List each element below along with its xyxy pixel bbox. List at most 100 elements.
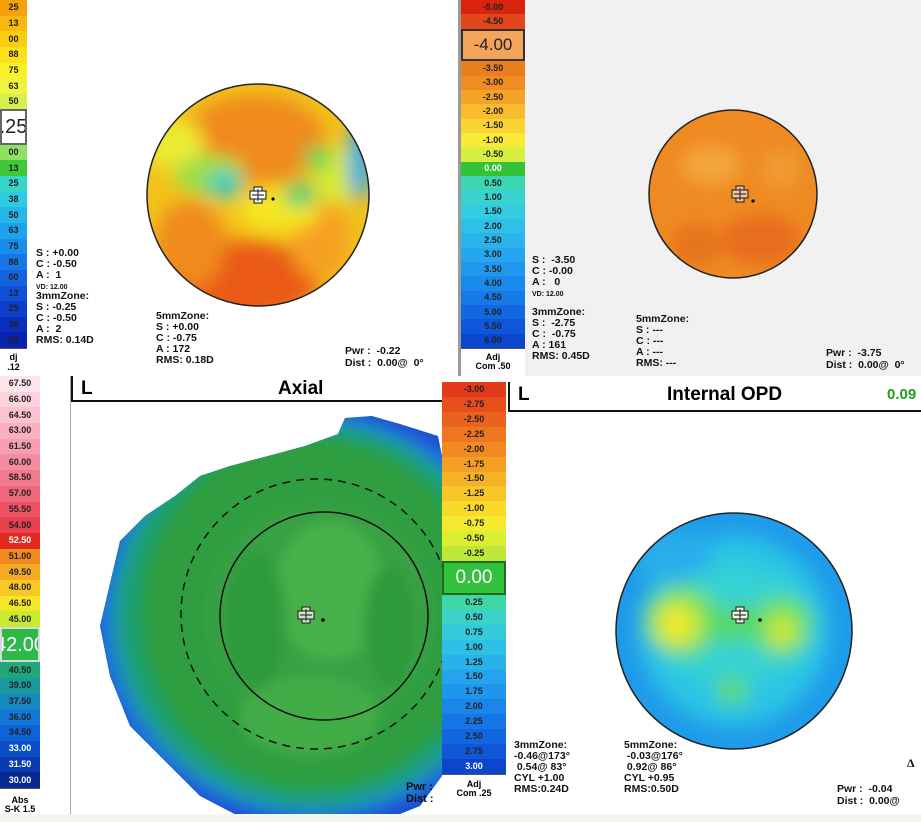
scale-cell: 33.00 bbox=[0, 740, 40, 757]
scale-footer: Adj Com .25 bbox=[442, 773, 506, 804]
zone-3mm-stats: 3mmZone: S : -0.25 C : -0.50 A : 2 RMS: … bbox=[36, 290, 94, 346]
scale-cell: -1.75 bbox=[442, 456, 506, 472]
scale-cell: 64.50 bbox=[0, 407, 40, 424]
color-scale-opd: -3.00 -2.75 -2.50 -2.25 -2.00 -1.75 -1.5… bbox=[442, 382, 506, 804]
scale-cell: 36.00 bbox=[0, 709, 40, 726]
scale-cell: 3.50 bbox=[461, 261, 525, 277]
scale-cell: 48.00 bbox=[0, 579, 40, 596]
panel-header: L Internal OPD 0.09 bbox=[510, 382, 921, 412]
zone-5mm-stats: 5mmZone: S : +0.00 C : -0.75 A : 172 RMS… bbox=[156, 310, 214, 366]
scale-footer-line: .12 bbox=[7, 361, 20, 372]
distance-readout: Dist : 0.00@ 0° bbox=[345, 357, 424, 369]
scale-cell: 37.50 bbox=[0, 693, 40, 710]
topography-map-top-right bbox=[648, 109, 818, 279]
power-readout: Pwr : -3.75 bbox=[826, 347, 882, 359]
panel-title: Internal OPD bbox=[667, 384, 783, 405]
center-crosshair-icon bbox=[731, 185, 749, 203]
scale-cell: -3.00 bbox=[442, 382, 506, 397]
scale-footer-line: S-K 1.5 bbox=[4, 804, 36, 815]
rms-value: 0.09 bbox=[887, 386, 917, 403]
scale-cell: -1.50 bbox=[461, 118, 525, 133]
scale-cell: 54.00 bbox=[0, 517, 40, 533]
scale-cell: 1.50 bbox=[461, 204, 525, 219]
scale-cell: 3.00 bbox=[442, 759, 506, 774]
scale-cell: 2.75 bbox=[442, 744, 506, 760]
scale-cell: 63 bbox=[0, 78, 27, 94]
scale-cell: 66.00 bbox=[0, 391, 40, 408]
axial-map-area: L Axial bbox=[70, 376, 442, 822]
vertex-distance: VD: 12.00 bbox=[36, 284, 68, 291]
scale-cell: 25 bbox=[0, 301, 27, 317]
scale-highlight: 0.00 bbox=[442, 561, 506, 595]
scale-cell: -0.50 bbox=[442, 531, 506, 547]
scale-footer: Adj Com .50 bbox=[461, 347, 525, 376]
distance-readout: Dist : 0.00@ 0° bbox=[826, 359, 905, 371]
scale-footer-line: Com .50 bbox=[475, 361, 511, 372]
scale-cell: 2.25 bbox=[442, 714, 506, 730]
panel-header: L Axial bbox=[71, 376, 442, 402]
scale-cell: 2.00 bbox=[442, 699, 506, 715]
scale-cell: 50 bbox=[0, 332, 27, 349]
scale-cell: 57.00 bbox=[0, 485, 40, 502]
zone-3mm-stats: 3mmZone: -0.46@173° 0.54@ 83° CYL +1.00 … bbox=[514, 739, 570, 795]
scale-cell: 45.00 bbox=[0, 611, 40, 627]
scale-cell: 60.00 bbox=[0, 454, 40, 471]
scale-cell: 4.00 bbox=[461, 276, 525, 291]
scale-cell: 1.75 bbox=[442, 684, 506, 700]
scale-footer-line: Abs bbox=[11, 794, 29, 805]
scale-cell: -4.50 bbox=[461, 14, 525, 29]
power-readout: Pwr : -0.04 bbox=[837, 783, 893, 795]
opd-header-area: L Internal OPD 0.09 bbox=[508, 382, 921, 412]
scale-cell: -2.50 bbox=[442, 411, 506, 427]
scale-cell: -0.50 bbox=[461, 147, 525, 162]
scale-cell: -3.50 bbox=[461, 61, 525, 76]
scale-highlight: 42.00 bbox=[0, 627, 40, 663]
scale-cell: 88 bbox=[0, 46, 27, 63]
scale-cell: 00 bbox=[0, 31, 27, 47]
scale-cell: -1.00 bbox=[442, 501, 506, 517]
zone-5mm-stats: 5mmZone: -0.03@176° 0.92@ 86° CYL +0.95 … bbox=[624, 739, 683, 795]
scale-cell: 25 bbox=[0, 176, 27, 192]
zone-5mm-stats: 5mmZone: S : --- C : --- A : --- RMS: --… bbox=[636, 313, 690, 369]
scale-cell: 38 bbox=[0, 316, 27, 333]
zone-3mm-stats: 3mmZone: S : -2.75 C : -0.75 A : 161 RMS… bbox=[532, 306, 590, 362]
color-scale-top-right: -5.00 -4.50 -4.00 -3.50 -3.00 -2.50 -2.0… bbox=[461, 0, 525, 376]
scale-cell: 67.50 bbox=[0, 376, 40, 392]
scale-cell: 51.00 bbox=[0, 548, 40, 565]
scale-cell: -1.50 bbox=[442, 471, 506, 487]
scale-cell: 13 bbox=[0, 285, 27, 302]
scale-cell: 58.50 bbox=[0, 470, 40, 486]
scale-cell: 0.75 bbox=[442, 624, 506, 640]
scale-cell: -2.00 bbox=[442, 441, 506, 457]
scale-cell: 13 bbox=[0, 15, 27, 32]
panel-bottom-left-axial: 67.50 66.00 64.50 63.00 61.50 60.00 58.5… bbox=[0, 376, 442, 822]
panel-title: Axial bbox=[278, 378, 324, 399]
scale-cell: -5.00 bbox=[461, 0, 525, 15]
eye-label: L bbox=[81, 378, 93, 399]
scale-cell: 6.00 bbox=[461, 333, 525, 348]
scale-cell: 1.50 bbox=[442, 669, 506, 685]
scale-cell: 2.50 bbox=[442, 729, 506, 745]
scale-cell: 39.00 bbox=[0, 678, 40, 694]
scale-cell: 30.00 bbox=[0, 772, 40, 788]
vertex-distance: VD: 12.00 bbox=[532, 291, 564, 298]
panel-bottom-right-opd: -3.00 -2.75 -2.50 -2.25 -2.00 -1.75 -1.5… bbox=[442, 376, 921, 822]
scale-cell: 4.50 bbox=[461, 290, 525, 305]
center-crosshair-icon bbox=[249, 186, 267, 204]
refraction-stats: S : +0.00 C : -0.50 A : 1 bbox=[36, 247, 79, 281]
scale-cell: -0.75 bbox=[442, 516, 506, 532]
scale-cell: 1.25 bbox=[442, 654, 506, 670]
scale-cell: 2.00 bbox=[461, 218, 525, 234]
scale-cell: 0.50 bbox=[442, 609, 506, 625]
scale-cell: 61.50 bbox=[0, 438, 40, 455]
scale-cell: 00 bbox=[0, 144, 27, 161]
scale-cell: -3.00 bbox=[461, 75, 525, 90]
scale-highlight: -4.00 bbox=[461, 28, 525, 62]
scale-cell: 52.50 bbox=[0, 532, 40, 549]
delta-symbol: Δ bbox=[907, 756, 915, 770]
scale-cell: 88 bbox=[0, 254, 27, 270]
power-readout: Pwr : -0.22 bbox=[345, 345, 401, 357]
scale-footer-line: Adj bbox=[485, 351, 501, 362]
scale-footer-line: Adj bbox=[466, 778, 482, 789]
scale-cell: -2.00 bbox=[461, 104, 525, 119]
